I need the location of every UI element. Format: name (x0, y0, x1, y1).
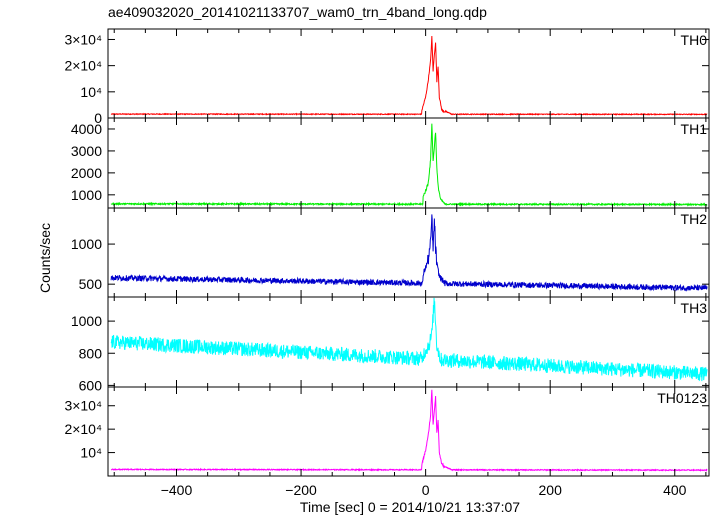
y-tick-label: 1000 (71, 187, 102, 203)
y-tick-label: 10⁴ (80, 84, 102, 100)
y-tick-label: 1000 (71, 236, 102, 252)
x-tick-label: 0 (422, 482, 430, 498)
series-line-th0 (110, 36, 708, 116)
panel-name-label: TH3 (681, 300, 708, 316)
y-tick-label: 1000 (71, 313, 102, 329)
series-line-th1 (110, 123, 708, 207)
y-tick-label: 3000 (71, 143, 102, 159)
panel-frame (107, 28, 710, 119)
series-line-th0123 (110, 389, 708, 473)
y-tick-label: 2×10⁴ (64, 421, 102, 437)
y-axis-label: Counts/sec (37, 223, 53, 293)
panel-th0: 0 10⁴ 2×10⁴ 3×10⁴ TH0 (64, 28, 710, 126)
panel-name-label: TH0 (681, 32, 708, 48)
y-tick-label: 600 (79, 377, 103, 393)
chart-title: ae409032020_20141021133707_wam0_trn_4ban… (108, 4, 487, 20)
series-line-th2 (110, 214, 708, 292)
panel-th3: 600 800 1000 TH3 (71, 296, 710, 393)
y-tick-label: 800 (79, 345, 103, 361)
y-tick-label: 4000 (71, 121, 102, 137)
x-tick-label: 400 (663, 482, 687, 498)
y-tick-label: 2000 (71, 165, 102, 181)
panel-th2: 500 1000 TH2 (71, 207, 710, 298)
x-tick-label: −400 (161, 482, 193, 498)
y-tick-label: 10⁴ (80, 445, 102, 461)
panel-name-label: TH1 (681, 121, 708, 137)
y-tick-label: 500 (79, 276, 103, 292)
x-tick-label: 200 (539, 482, 563, 498)
panel-th0123: 10⁴ 2×10⁴ 3×10⁴ TH0123 (64, 386, 710, 477)
y-tick-label: 3×10⁴ (64, 31, 102, 47)
panel-frame (107, 386, 710, 477)
series-line-th3 (110, 297, 708, 382)
x-tick-label: −200 (285, 482, 317, 498)
x-axis-label: Time [sec] 0 = 2014/10/21 13:37:07 (300, 499, 520, 515)
panel-name-label: TH0123 (657, 390, 707, 406)
panel-th1: 1000 2000 3000 4000 TH1 (71, 117, 710, 209)
y-tick-label: 3×10⁴ (64, 398, 102, 414)
panel-name-label: TH2 (681, 211, 708, 227)
y-tick-label: 2×10⁴ (64, 58, 102, 74)
y-tick-label: 0 (94, 110, 102, 126)
panel-frame (107, 117, 710, 209)
